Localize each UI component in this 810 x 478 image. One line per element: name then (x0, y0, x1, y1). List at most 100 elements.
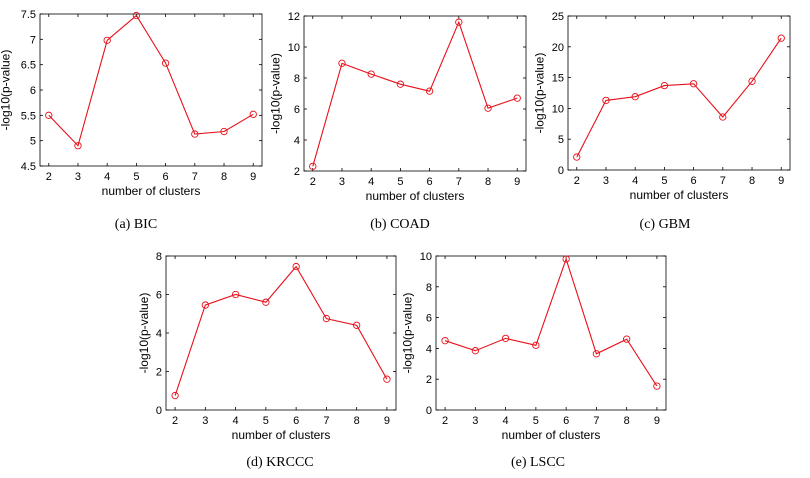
x-tick-label: 5 (533, 415, 539, 427)
y-tick-label: 5.5 (21, 110, 36, 122)
y-tick-label: 4 (426, 343, 432, 355)
x-tick-label: 5 (133, 171, 139, 183)
y-tick-label: 20 (552, 42, 564, 54)
x-tick-label: 6 (293, 415, 299, 427)
y-tick-label: 8 (426, 282, 432, 294)
data-point (532, 341, 540, 349)
x-tick-label: 5 (397, 176, 403, 188)
x-tick-label: 2 (574, 175, 580, 187)
y-axis-label: -log10(p-value) (137, 293, 151, 374)
y-tick-label: 7.5 (21, 9, 36, 21)
y-tick-label: 7 (30, 34, 36, 46)
x-tick-label: 2 (46, 171, 52, 183)
data-point (171, 391, 179, 400)
panel-coad: 2 3 4 5 6 7 8 9 2 4 6 8 10 12 number of clusters -log10… (269, 11, 527, 232)
y-tick-label: 8 (156, 251, 162, 263)
x-axis-label: number of clusters (232, 428, 331, 442)
data-point (201, 301, 209, 309)
x-tick-label: 9 (778, 175, 784, 187)
x-tick-label: 7 (456, 176, 462, 188)
series-line (174, 265, 388, 396)
data-point (367, 70, 375, 78)
x-axis-label: number of clusters (630, 188, 729, 202)
x-tick-label: 5 (263, 415, 269, 427)
x-tick-label: 2 (442, 415, 448, 427)
data-point (513, 94, 521, 102)
x-tick-label: 4 (104, 171, 110, 183)
y-tick-label: 5 (558, 134, 564, 146)
x-axis-label: number of clusters (366, 189, 465, 203)
y-tick-label: 2 (294, 166, 300, 178)
y-tick-label: 6 (30, 85, 36, 97)
x-tick-label: 6 (427, 176, 433, 188)
data-point (777, 34, 785, 42)
y-tick-label: 12 (288, 11, 300, 23)
series-line (576, 37, 782, 158)
data-point (249, 110, 257, 118)
data-point (231, 290, 240, 299)
x-tick-label: 3 (202, 415, 208, 427)
x-tick-label: 2 (310, 176, 316, 188)
y-tick-label: 15 (552, 73, 564, 85)
x-tick-label: 8 (354, 415, 360, 427)
data-point (623, 335, 631, 343)
data-point (719, 113, 727, 121)
y-tick-label: 6 (156, 290, 162, 302)
y-tick-label: 4.5 (21, 161, 36, 173)
data-point (484, 104, 492, 112)
data-point (455, 18, 463, 26)
data-point (322, 314, 331, 323)
y-tick-label: 8 (294, 73, 300, 85)
panel-bic: 2 3 4 5 6 7 8 9 4.5 5 5.5 6 6.5 7 7.5 number of cluster… (0, 9, 263, 232)
y-axis-label: -log10(p-value) (0, 50, 12, 131)
y-tick-label: 0 (156, 405, 162, 417)
plot-frame (435, 255, 667, 411)
x-tick-label: 4 (233, 415, 239, 427)
x-tick-label: 9 (384, 415, 390, 427)
x-tick-label: 9 (514, 176, 520, 188)
y-tick-label: 4 (294, 135, 300, 147)
y-tick-label: 10 (552, 103, 564, 115)
data-point (441, 337, 449, 345)
x-tick-label: 7 (323, 415, 329, 427)
data-point (425, 87, 434, 95)
data-point (396, 80, 405, 88)
plot-frame (567, 15, 791, 171)
series-line (312, 20, 518, 167)
data-point (602, 96, 610, 105)
y-tick-label: 25 (552, 11, 564, 23)
plot-frame (39, 13, 263, 167)
x-tick-label: 7 (192, 171, 198, 183)
data-point (74, 142, 82, 150)
x-tick-label: 4 (368, 176, 374, 188)
x-tick-label: 8 (485, 176, 491, 188)
y-tick-label: 2 (156, 367, 162, 379)
data-point (383, 375, 391, 383)
y-axis-label: -log10(p-value) (533, 53, 547, 134)
y-tick-label: 10 (288, 42, 300, 54)
panel-gbm: 2 3 4 5 6 7 8 9 0 5 10 15 20 25 number of clusters -log… (533, 11, 791, 232)
x-tick-label: 3 (472, 415, 478, 427)
x-tick-label: 4 (503, 415, 509, 427)
data-point (309, 162, 317, 171)
panel-caption: (e) LSCC (511, 455, 565, 470)
y-axis-label: -log10(p-value) (269, 53, 283, 134)
x-axis-label: number of clusters (102, 184, 201, 198)
data-point (501, 334, 510, 343)
y-axis-label: -log10(p-value) (401, 293, 415, 374)
data-point (191, 130, 199, 138)
data-point (653, 382, 661, 390)
data-point (262, 298, 270, 306)
data-point (353, 321, 361, 329)
x-tick-label: 2 (172, 415, 178, 427)
x-tick-label: 7 (593, 415, 599, 427)
series-line (444, 257, 658, 387)
x-tick-label: 6 (563, 415, 569, 427)
panel-caption: (d) KRCCC (246, 455, 313, 470)
y-tick-label: 6.5 (21, 60, 36, 72)
y-tick-label: 4 (156, 328, 162, 340)
data-point (592, 350, 601, 358)
y-tick-label: 0 (426, 405, 432, 417)
